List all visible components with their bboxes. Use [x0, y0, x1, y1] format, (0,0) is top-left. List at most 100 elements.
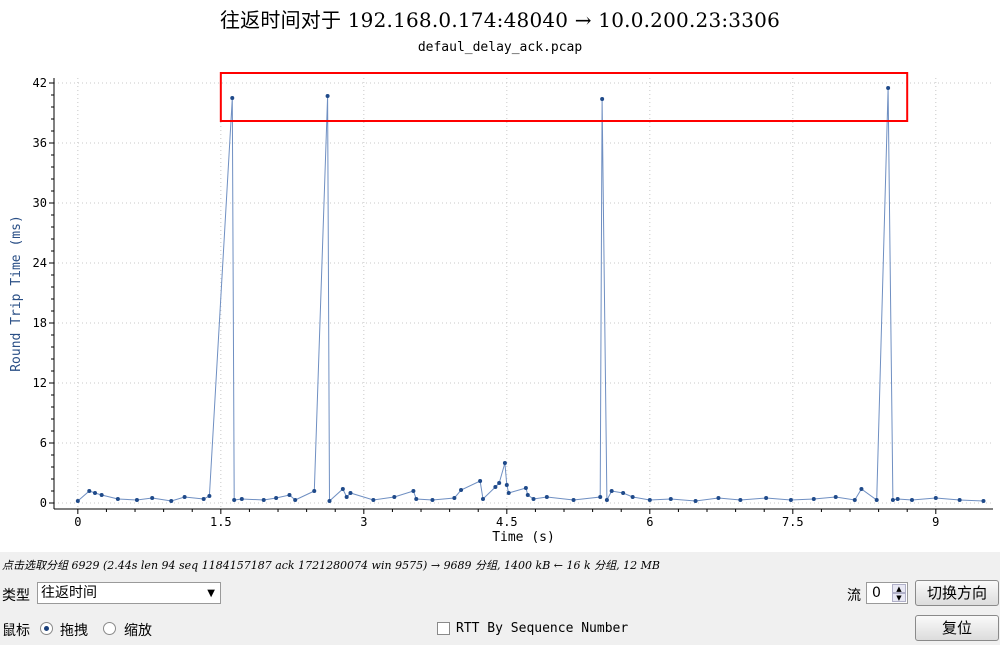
data-point: [504, 483, 509, 487]
data-point: [531, 497, 536, 501]
status-text: 点击选取分组 6929 (2.44s len 94 seq 1184157187…: [2, 559, 660, 572]
data-point: [811, 497, 816, 501]
x-tick-label: 6: [646, 515, 653, 529]
data-point: [600, 97, 605, 101]
series-line: [77, 87, 984, 503]
data-point: [957, 498, 962, 502]
y-tick-label: 42: [33, 76, 47, 90]
data-point: [647, 498, 652, 502]
y-tick-label: 18: [33, 316, 47, 330]
data-point: [621, 491, 626, 495]
data-point: [230, 96, 235, 100]
data-point: [525, 493, 530, 497]
reset-button[interactable]: 复位: [915, 615, 999, 641]
data-point: [630, 495, 635, 499]
data-point: [92, 491, 97, 495]
chevron-down-icon: ▼: [207, 588, 215, 599]
data-point: [325, 94, 330, 98]
data-point: [459, 488, 464, 492]
data-point: [544, 495, 549, 499]
drag-label[interactable]: 拖拽: [60, 623, 88, 639]
data-point: [293, 498, 298, 502]
rtt-by-seq-checkbox[interactable]: [437, 622, 450, 635]
chart-title: 往返时间对于 192.168.0.174:48040 → 10.0.200.23…: [219, 8, 780, 32]
data-point: [287, 493, 292, 497]
y-tick-label: 36: [33, 136, 47, 150]
spin-up-icon[interactable]: ▲: [892, 584, 906, 593]
x-tick-label: 0: [74, 515, 81, 529]
y-axis-label: Round Trip Time (ms): [9, 215, 24, 372]
drag-radio[interactable]: [40, 622, 53, 635]
data-point: [480, 497, 485, 501]
data-point: [909, 498, 914, 502]
y-tick-label: 0: [40, 496, 47, 510]
mouse-label: 鼠标: [2, 623, 30, 639]
data-point: [506, 491, 511, 495]
data-point: [493, 485, 498, 489]
x-tick-label: 1.5: [210, 515, 232, 529]
data-point: [340, 487, 345, 491]
data-point: [478, 479, 483, 483]
data-point: [115, 497, 120, 501]
y-tick-label: 12: [33, 376, 47, 390]
data-point: [693, 499, 698, 503]
x-tick-label: 9: [932, 515, 939, 529]
flow-value: 0: [872, 585, 881, 601]
type-select[interactable]: 往返时间 ▼: [37, 582, 221, 604]
chart-subtitle: defaul_delay_ack.pcap: [417, 40, 583, 55]
rtt-chart[interactable]: 0 1.5 3 4.5 6 7.5 9 0 6 12 18 24 30 36 42 Time (s) Round…: [0, 0, 1000, 552]
x-tick-label: 7.5: [782, 515, 804, 529]
data-point: [239, 497, 244, 501]
data-point: [201, 497, 206, 501]
data-point: [833, 495, 838, 499]
data-point: [668, 497, 673, 501]
data-point: [87, 489, 92, 493]
data-point: [134, 498, 139, 502]
y-tick-label: 6: [40, 436, 47, 450]
zoom-label[interactable]: 缩放: [124, 623, 152, 639]
data-point: [348, 491, 353, 495]
data-point: [169, 499, 174, 503]
data-point: [99, 493, 104, 497]
flow-label: 流: [847, 588, 861, 604]
data-point: [981, 499, 986, 503]
spin-down-icon[interactable]: ▼: [892, 593, 906, 602]
highlight-box: [219, 72, 909, 122]
data-point: [392, 495, 397, 499]
rtt-by-seq-label[interactable]: RTT By Sequence Number: [456, 621, 629, 636]
data-point: [452, 496, 457, 500]
data-point: [764, 496, 769, 500]
data-point: [261, 498, 266, 502]
type-select-value: 往返时间: [41, 585, 97, 601]
data-point: [523, 486, 528, 490]
data-point: [430, 498, 435, 502]
data-point: [933, 496, 938, 500]
data-point: [886, 86, 891, 90]
data-point: [604, 498, 609, 502]
data-point: [414, 497, 419, 501]
zoom-radio[interactable]: [103, 622, 116, 635]
data-point: [502, 461, 507, 465]
data-point: [182, 495, 187, 499]
plot-area[interactable]: 0 1.5 3 4.5 6 7.5 9 0 6 12 18 24 30 36 42 Time (s) Round…: [0, 0, 1000, 552]
data-point: [344, 495, 349, 499]
x-tick-label: 3: [360, 515, 367, 529]
x-tick-label: 4.5: [496, 515, 518, 529]
switch-direction-button[interactable]: 切换方向: [915, 580, 999, 606]
data-point: [738, 498, 743, 502]
data-point: [571, 498, 576, 502]
data-point: [895, 497, 900, 501]
y-tick-label: 24: [33, 256, 47, 270]
data-point: [274, 496, 279, 500]
data-point: [232, 498, 237, 502]
data-point: [609, 489, 614, 493]
flow-spinbox[interactable]: 0 ▲ ▼: [866, 582, 908, 604]
data-point: [874, 498, 879, 502]
data-point: [411, 489, 416, 493]
data-point: [852, 498, 857, 502]
data-point: [150, 496, 155, 500]
data-point: [497, 481, 502, 485]
data-point: [327, 499, 332, 503]
data-point: [75, 499, 80, 503]
data-point: [598, 495, 603, 499]
